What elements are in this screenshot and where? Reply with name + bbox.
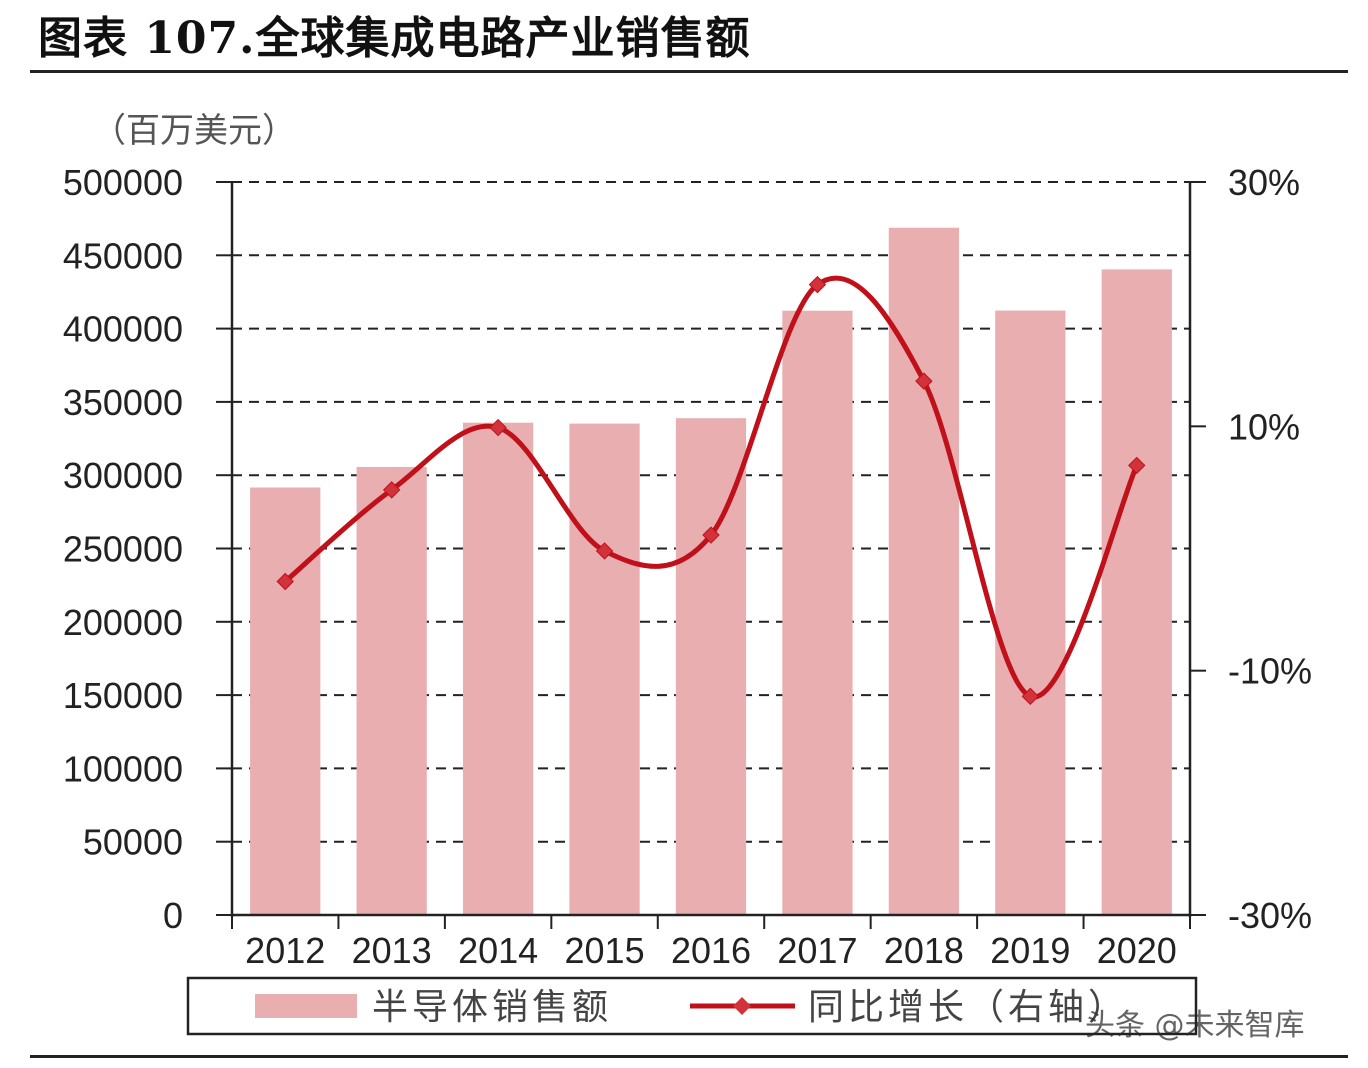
x-tick-label: 2015 (565, 930, 645, 971)
unit-label: （百万美元） (92, 111, 296, 151)
growth-point (915, 372, 933, 390)
legend: 半导体销售额 同比增长（右轴） (186, 976, 1198, 1036)
growth-line (283, 275, 1140, 700)
x-tick-label: 2012 (245, 930, 325, 971)
left-tick-label: 500000 (63, 162, 183, 203)
left-tick-label: 300000 (63, 455, 183, 496)
right-tick-label: 30% (1228, 162, 1300, 203)
x-tick-label: 2016 (671, 930, 751, 971)
right-tick-label: 10% (1228, 406, 1300, 447)
growth-point (1128, 456, 1146, 475)
growth-point (489, 418, 507, 437)
left-tick-label: 250000 (63, 529, 183, 570)
legend-line-label: 同比增长（右轴） (808, 987, 1128, 1028)
left-tick-label: 150000 (63, 675, 183, 716)
right-tick-label: -30% (1228, 895, 1312, 936)
bar (995, 310, 1066, 915)
left-tick-label: 50000 (83, 822, 183, 863)
growth-point (595, 542, 614, 560)
bar-series (250, 227, 1172, 915)
left-tick-label: 200000 (63, 602, 183, 643)
x-tick-label: 2013 (352, 930, 432, 971)
left-tick-label: 350000 (63, 382, 183, 423)
growth-line-series (276, 275, 1146, 706)
x-tick-label: 2020 (1097, 930, 1177, 971)
left-tick-label: 100000 (63, 748, 183, 789)
bar (569, 423, 640, 915)
growth-point (1021, 687, 1040, 706)
bar (462, 422, 534, 915)
watermark: 头条 @未来智库 (1085, 1008, 1305, 1043)
bar (1101, 269, 1172, 915)
x-tick-label: 2018 (884, 930, 964, 971)
right-tick-label: -10% (1228, 651, 1312, 692)
growth-point (808, 275, 827, 294)
axes: 0 50000 100000 150000 200000 250000 300000 3500… (63, 162, 1312, 971)
left-tick-label: 450000 (63, 235, 183, 276)
x-tick-label: 2019 (990, 930, 1070, 971)
bottom-rule (30, 1055, 1348, 1058)
bar (675, 418, 747, 915)
growth-point (382, 481, 401, 499)
legend-bar-label: 半导体销售额 (372, 987, 612, 1028)
legend-bar-swatch (255, 994, 357, 1018)
x-tick-label: 2017 (777, 930, 857, 971)
bar (888, 227, 960, 915)
left-tick-label: 0 (163, 895, 183, 936)
bar (356, 466, 427, 915)
figure-title: 图表 107.全球集成电路产业销售额 (38, 13, 751, 64)
bar (782, 310, 853, 915)
top-rule (30, 70, 1348, 73)
left-tick-label: 400000 (63, 309, 183, 350)
growth-point (276, 572, 294, 591)
legend-line-marker (733, 997, 751, 1015)
bar (250, 487, 321, 915)
growth-point (702, 526, 720, 544)
x-tick-label: 2014 (458, 930, 538, 971)
